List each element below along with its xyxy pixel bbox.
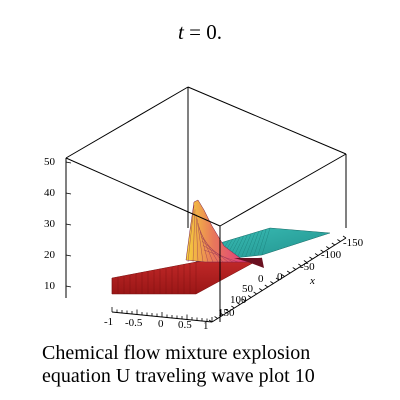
x-tick [242, 298, 246, 302]
tick-marks [65, 161, 347, 323]
caption-line-1: Chemical flow mixture explosion [42, 342, 311, 364]
caption-line-2: equation U traveling wave plot 10 [42, 365, 315, 387]
z-tick [65, 223, 72, 226]
x-tick [259, 288, 263, 291]
surface-red-grid [111, 262, 197, 294]
x-tick [270, 281, 274, 284]
x-tick [286, 270, 291, 274]
x-tick-label-right: -50 [300, 261, 315, 273]
mesh-line [241, 233, 252, 258]
x-tick [275, 277, 280, 281]
x-tick [214, 316, 218, 319]
surface [111, 199, 331, 295]
x-tick [303, 260, 308, 263]
box-back-edge-top [65, 86, 189, 159]
t-tick-label: -0.5 [125, 317, 143, 329]
surface-red-region [111, 257, 263, 295]
x-tick [337, 239, 341, 242]
x-tick [320, 249, 324, 253]
x-tick-labels-right: -150 -100 -50 0 [277, 237, 364, 283]
z-tick [65, 254, 72, 257]
z-tick-label: 30 [44, 218, 56, 230]
mesh-line [202, 245, 234, 263]
mesh-line [198, 227, 214, 263]
box-front-edge-top-right [219, 153, 347, 227]
z-tick-label: 40 [44, 187, 56, 199]
t-tick-label: -1 [104, 316, 113, 328]
t-tick-labels: -1 -0.5 0 0.5 1 [104, 316, 209, 332]
x-tick [247, 295, 252, 298]
x-tick [219, 312, 224, 316]
x-tick [253, 291, 257, 295]
z-tick-label: 20 [44, 249, 56, 261]
mesh-line [237, 234, 248, 258]
x-tick-label-front: 0 [258, 273, 264, 285]
x-tick [309, 256, 313, 260]
z-tick [65, 161, 72, 164]
x-tick [326, 246, 330, 249]
mesh-line [192, 209, 196, 263]
x-tick [281, 274, 285, 277]
t-tick-label: 0.5 [178, 319, 192, 331]
figure-caption: Chemical flow mixture explosion equation… [42, 342, 392, 388]
z-tick [65, 285, 72, 288]
x-tick [236, 302, 241, 305]
x-tick [342, 235, 347, 239]
x-tick [208, 319, 213, 323]
x-axis-label: x [309, 275, 315, 287]
mesh-line [203, 249, 239, 263]
z-tick [65, 192, 72, 195]
x-tick-label-front: 100 [230, 294, 247, 306]
mesh-line [199, 231, 219, 263]
x-tick-labels-front: 0 50 100 150 [218, 273, 264, 319]
t-tick-label: 0 [158, 318, 164, 330]
mesh-line [249, 231, 259, 257]
t-tick-label: 1 [203, 320, 209, 332]
z-tick-label: 10 [44, 280, 56, 292]
x-tick [292, 267, 296, 270]
bounding-box-back [65, 86, 347, 228]
x-tick [225, 309, 229, 312]
x-tick [331, 242, 336, 246]
chart-title: t = 0. [0, 20, 400, 45]
x-tick-label-right: -150 [343, 237, 364, 249]
x-tick-label-front: 50 [242, 283, 254, 295]
mesh-line [253, 230, 263, 256]
x-tick-label-front: 150 [218, 307, 235, 319]
z-tick-labels: 50 40 30 20 10 [44, 156, 56, 292]
mesh-line [196, 218, 204, 263]
title-variable: t [178, 20, 184, 44]
mesh-line [195, 213, 199, 263]
box-back-edge-right [187, 86, 347, 155]
box-front-edge-top-front [65, 157, 221, 227]
x-tick-label-right: 0 [277, 271, 283, 283]
z-tick-label: 50 [44, 156, 56, 168]
x-tick [314, 253, 319, 256]
x-tick [298, 263, 302, 267]
mesh-line [245, 232, 256, 257]
mesh-line [261, 227, 271, 256]
x-tick-label-right: -100 [321, 249, 342, 261]
x-tick [231, 305, 235, 309]
title-value: = 0. [183, 20, 222, 44]
mesh-line [201, 240, 229, 263]
x-tick [264, 284, 269, 288]
surface-dark-trough [234, 258, 264, 268]
mesh-line [257, 229, 267, 256]
